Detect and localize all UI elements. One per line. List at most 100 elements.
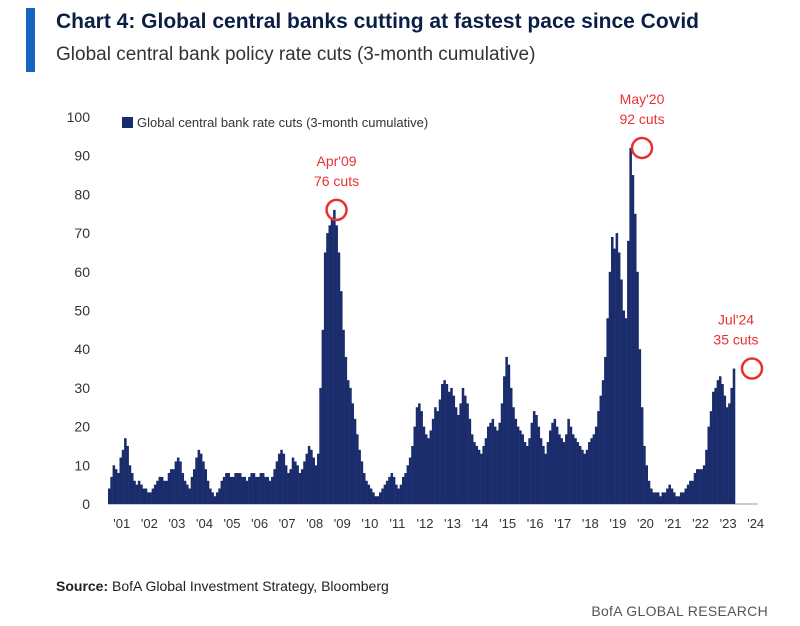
bar <box>199 453 203 504</box>
bar <box>542 445 545 504</box>
bar <box>441 384 444 504</box>
bar <box>418 403 421 504</box>
bar <box>130 473 134 504</box>
bar <box>335 225 338 505</box>
bar <box>565 434 568 504</box>
bar <box>310 449 313 504</box>
bar <box>473 442 476 504</box>
bar <box>721 384 724 504</box>
x-tick-label: '23 <box>720 516 737 531</box>
bar <box>160 476 164 504</box>
bar <box>709 411 713 504</box>
bar <box>277 453 281 504</box>
bar <box>682 492 685 504</box>
bar <box>454 407 458 504</box>
bar <box>500 403 504 504</box>
bar <box>661 492 665 504</box>
bar <box>117 473 120 504</box>
bar <box>606 318 609 504</box>
bar <box>259 473 263 504</box>
annotation-circle <box>740 357 764 380</box>
bar <box>133 480 136 504</box>
bar <box>124 438 127 504</box>
x-tick-label: '01 <box>113 516 130 531</box>
x-tick-label: '16 <box>527 516 544 531</box>
bar <box>560 438 564 504</box>
bar <box>475 445 479 504</box>
bar <box>197 449 201 504</box>
bar <box>468 418 472 504</box>
bar <box>307 445 311 504</box>
bar <box>431 418 435 504</box>
y-tick-label: 30 <box>74 380 90 396</box>
x-tick-label: '02 <box>141 516 158 531</box>
x-tick-label: '11 <box>389 516 405 531</box>
x-tick-label: '14 <box>472 516 489 531</box>
bar <box>234 473 237 504</box>
bar <box>296 465 299 504</box>
bar <box>321 329 325 504</box>
bar <box>358 449 361 504</box>
bar <box>209 488 212 504</box>
source-note: Source: BofA Global Investment Strategy,… <box>56 578 389 594</box>
bar <box>167 473 171 504</box>
bar <box>147 492 150 504</box>
bar <box>369 488 373 504</box>
x-tick-label: '09 <box>334 516 351 531</box>
bar <box>245 480 249 504</box>
bar <box>705 449 708 504</box>
bar <box>243 476 247 504</box>
bar <box>578 445 582 504</box>
bar <box>406 465 410 504</box>
bar <box>330 217 334 504</box>
bar <box>730 387 733 504</box>
bar <box>379 492 382 504</box>
bar <box>323 252 327 504</box>
bar <box>569 426 573 504</box>
bar <box>723 395 727 504</box>
bar <box>636 271 639 504</box>
bar <box>461 387 465 504</box>
bar <box>365 480 368 504</box>
bar <box>597 411 600 504</box>
bar <box>576 442 580 504</box>
bar <box>668 484 671 504</box>
bar <box>700 469 704 504</box>
bar <box>505 356 508 504</box>
annotation-circle <box>630 136 654 160</box>
bar <box>232 476 235 504</box>
bar <box>183 480 187 504</box>
bar <box>280 449 283 504</box>
bar <box>222 476 226 504</box>
bar <box>241 476 244 504</box>
bar <box>144 488 148 504</box>
annotation-date: Apr'09 <box>317 153 357 169</box>
x-tick-label: '06 <box>251 516 268 531</box>
y-tick-label: 100 <box>67 109 91 125</box>
bar <box>287 473 290 504</box>
x-tick-label: '13 <box>444 516 461 531</box>
bar <box>250 473 253 504</box>
bar <box>388 476 391 504</box>
bar <box>333 209 336 504</box>
y-tick-label: 20 <box>74 419 90 435</box>
bar <box>172 469 175 504</box>
bar <box>464 395 467 504</box>
bar <box>413 426 417 504</box>
bar <box>176 457 180 504</box>
bar <box>140 484 143 504</box>
bar <box>305 453 309 504</box>
bar <box>227 473 230 504</box>
bar <box>521 434 524 504</box>
bar <box>622 310 626 504</box>
bar <box>411 445 414 504</box>
bar <box>126 445 129 504</box>
bar <box>170 469 173 504</box>
y-tick-label: 80 <box>74 186 90 202</box>
bar <box>670 488 674 504</box>
bar <box>482 445 485 504</box>
bar <box>519 430 522 504</box>
bar <box>424 434 428 504</box>
bar <box>142 488 145 504</box>
bar <box>128 465 132 504</box>
